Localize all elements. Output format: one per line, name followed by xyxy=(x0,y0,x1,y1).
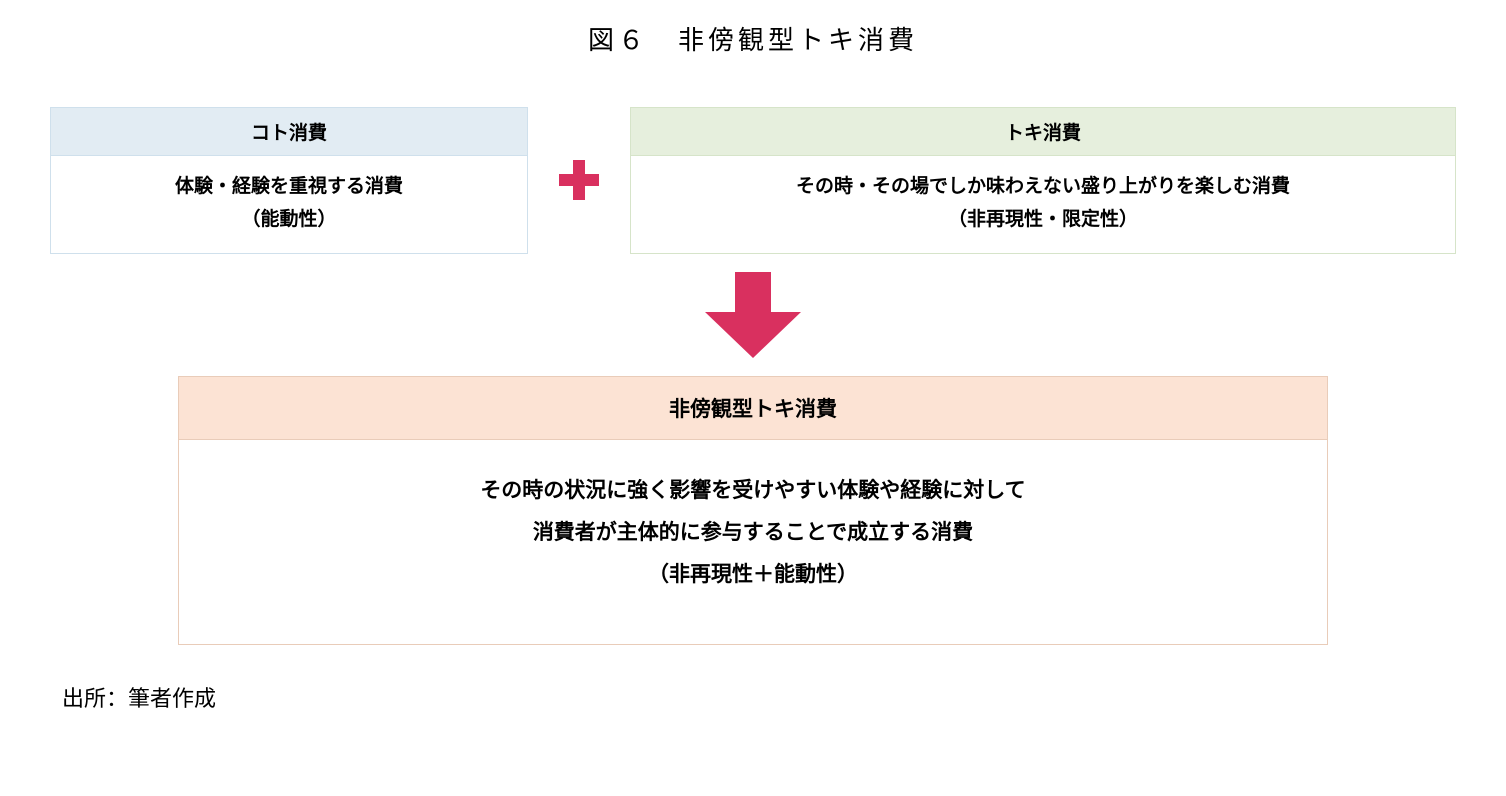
top-inputs-row: コト消費 体験・経験を重視する消費 （能動性） トキ消費 その時・その場でしか味… xyxy=(50,107,1456,254)
source-attribution: 出所：筆者作成 xyxy=(62,681,1456,713)
result-box: 非傍観型トキ消費 その時の状況に強く影響を受けやすい体験や経験に対して 消費者が… xyxy=(178,376,1328,645)
result-box-header: 非傍観型トキ消費 xyxy=(178,376,1328,440)
result-body-line2: 消費者が主体的に参与することで成立する消費 xyxy=(199,512,1307,554)
plus-icon-svg xyxy=(556,157,602,203)
toki-consumption-box: トキ消費 その時・その場でしか味わえない盛り上がりを楽しむ消費 （非再現性・限定… xyxy=(630,107,1456,254)
toki-box-header: トキ消費 xyxy=(631,108,1455,156)
toki-body-line2: （非再現性・限定性） xyxy=(647,203,1439,236)
down-arrow-icon xyxy=(705,272,801,358)
koto-box-header: コト消費 xyxy=(51,108,527,156)
result-body-line1: その時の状況に強く影響を受けやすい体験や経験に対して xyxy=(199,470,1307,512)
figure-title: 図６ 非傍観型トキ消費 xyxy=(50,20,1456,57)
koto-consumption-box: コト消費 体験・経験を重視する消費 （能動性） xyxy=(50,107,528,254)
koto-body-line1: 体験・経験を重視する消費 xyxy=(67,170,511,203)
down-arrow-row xyxy=(50,272,1456,358)
koto-body-line2: （能動性） xyxy=(67,203,511,236)
result-body-line3: （非再現性＋能動性） xyxy=(199,554,1307,596)
koto-box-body: 体験・経験を重視する消費 （能動性） xyxy=(51,156,527,253)
toki-box-body: その時・その場でしか味わえない盛り上がりを楽しむ消費 （非再現性・限定性） xyxy=(631,156,1455,253)
result-box-body: その時の状況に強く影響を受けやすい体験や経験に対して 消費者が主体的に参与するこ… xyxy=(178,440,1328,645)
toki-body-line1: その時・その場でしか味わえない盛り上がりを楽しむ消費 xyxy=(647,170,1439,203)
plus-icon xyxy=(556,157,602,203)
